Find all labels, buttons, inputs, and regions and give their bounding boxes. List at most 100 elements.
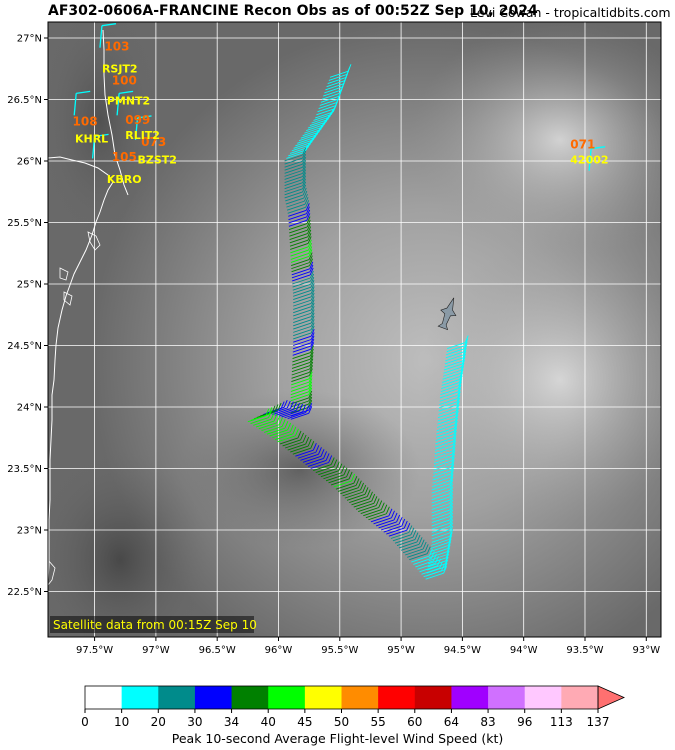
- wind-barb: [289, 219, 311, 234]
- wind-barb: [441, 375, 463, 389]
- wind-barb: [431, 496, 454, 510]
- wind-barb: [281, 403, 303, 418]
- wind-barb: [427, 553, 450, 568]
- colorbar-label: Peak 10-second Average Flight-level Wind…: [171, 731, 504, 746]
- station-id-label: RSJT2: [102, 62, 138, 75]
- wind-barb: [288, 216, 311, 231]
- lat-tick-label: 24°N: [17, 402, 42, 413]
- lat-tick-label: 26°N: [17, 156, 42, 167]
- wind-barb: [269, 422, 292, 437]
- wind-barb: [293, 319, 315, 333]
- satellite-note: Satellite data from 00:15Z Sep 10: [50, 616, 257, 633]
- wind-barb: [279, 430, 302, 445]
- wind-barb: [300, 447, 322, 461]
- colorbar-segment: [231, 686, 269, 709]
- wind-barb: [274, 426, 297, 441]
- colorbar-tick-label: 64: [444, 715, 459, 729]
- wind-barb: [305, 451, 327, 465]
- wind-barb: [284, 150, 307, 165]
- wind-barb: [433, 460, 455, 474]
- wind-barb: [288, 142, 310, 157]
- aircraft-icon: [437, 297, 457, 331]
- wind-barb: [438, 401, 460, 415]
- wind-barb: [431, 483, 454, 497]
- wind-barb: [288, 213, 311, 227]
- wind-barb: [351, 491, 373, 506]
- lon-tick-label: 96.5°W: [199, 645, 236, 656]
- colorbar-tick-label: 30: [187, 715, 202, 729]
- wind-barb: [431, 502, 454, 517]
- wind-barb: [360, 500, 383, 515]
- wind-barb: [439, 388, 462, 402]
- wind-barb: [437, 407, 460, 422]
- wind-barb: [292, 280, 315, 294]
- wind-barb: [442, 369, 464, 383]
- wind-barb: [446, 338, 469, 353]
- flight-track-barbs: [247, 64, 469, 580]
- colorbar-segment: [561, 686, 599, 709]
- wind-barb: [307, 453, 330, 467]
- map-title: AF302-0606A-FRANCINE Recon Obs as of 00:…: [48, 3, 538, 19]
- wind-barb: [375, 512, 398, 527]
- wind-barb: [442, 363, 465, 377]
- wind-barb: [405, 541, 427, 556]
- wind-barb: [396, 532, 419, 546]
- wind-barb: [388, 522, 411, 537]
- wind-barb: [287, 405, 310, 419]
- wind-barb: [425, 566, 448, 580]
- wind-barb: [365, 504, 388, 519]
- lat-tick-label: 27°N: [17, 33, 42, 44]
- wind-barb: [442, 366, 465, 380]
- colorbar-segment: [378, 686, 416, 709]
- wind-barb: [445, 347, 467, 362]
- wind-barb: [292, 273, 315, 288]
- wind-barb: [431, 493, 454, 507]
- wind-barb: [291, 264, 314, 279]
- wind-barb: [292, 276, 315, 291]
- wind-barb: [434, 447, 456, 461]
- plot-frame: [47, 21, 662, 638]
- wind-barb: [386, 520, 408, 535]
- wind-barb: [284, 166, 307, 180]
- wind-barb: [402, 539, 425, 554]
- wind-barb: [440, 378, 463, 393]
- colorbar-segment: [304, 686, 342, 709]
- wind-barb: [400, 537, 423, 551]
- wind-barb: [323, 465, 345, 480]
- wind-barb: [293, 289, 315, 304]
- wind-barb: [433, 450, 456, 464]
- wind-barb: [278, 403, 300, 417]
- wind-barb: [284, 404, 307, 419]
- wind-barb: [292, 342, 315, 356]
- wind-barb: [261, 417, 283, 432]
- wind-barb: [295, 443, 317, 457]
- wind-barb: [284, 169, 307, 183]
- station-barb: [99, 23, 117, 48]
- wind-barb: [290, 249, 313, 263]
- wind-barb: [293, 329, 315, 343]
- wind-barb: [431, 529, 454, 543]
- wind-barb: [287, 200, 310, 214]
- colorbar-tick-label: 10: [114, 715, 129, 729]
- pressure-obs-label: 103: [104, 39, 129, 53]
- wind-barb: [430, 535, 453, 549]
- lon-tick-label: 93°W: [632, 645, 660, 656]
- wind-barb: [390, 525, 413, 539]
- wind-barb: [277, 428, 299, 443]
- wind-barb: [392, 527, 415, 542]
- pressure-obs-label: 100: [112, 74, 137, 88]
- wind-barb: [443, 359, 465, 374]
- wind-barb: [330, 471, 353, 486]
- wind-barb: [340, 480, 362, 495]
- wind-barb: [288, 203, 310, 217]
- wind-barb: [428, 547, 451, 562]
- wind-barb: [250, 410, 272, 424]
- wind-barb: [292, 351, 314, 366]
- wind-barb: [431, 515, 454, 530]
- wind-barb: [284, 434, 307, 449]
- wind-barb: [353, 493, 376, 508]
- station-barb: [134, 115, 152, 140]
- wind-barb: [292, 440, 315, 455]
- wind-barb: [293, 292, 315, 307]
